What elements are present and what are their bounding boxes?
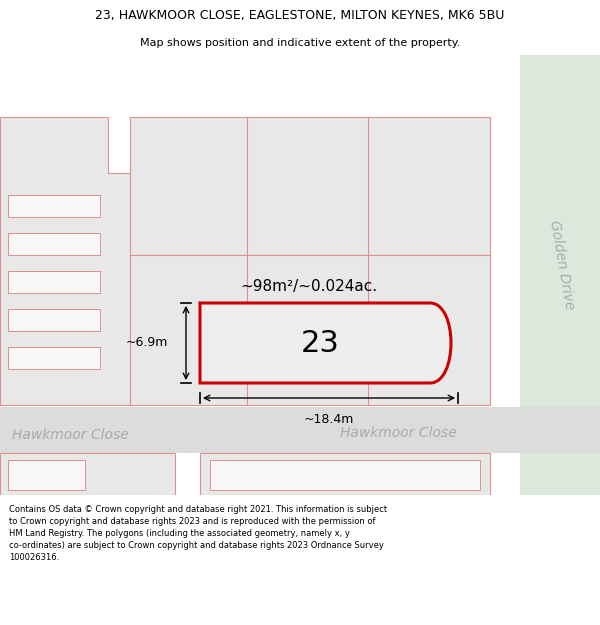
Polygon shape bbox=[0, 407, 600, 453]
Polygon shape bbox=[0, 55, 600, 495]
Polygon shape bbox=[8, 195, 100, 217]
Polygon shape bbox=[8, 347, 100, 369]
Polygon shape bbox=[0, 453, 175, 495]
Polygon shape bbox=[0, 117, 130, 405]
Polygon shape bbox=[8, 271, 100, 293]
Polygon shape bbox=[200, 453, 490, 495]
Polygon shape bbox=[520, 55, 600, 495]
Text: Hawkmoor Close: Hawkmoor Close bbox=[340, 426, 457, 440]
Text: Map shows position and indicative extent of the property.: Map shows position and indicative extent… bbox=[140, 38, 460, 48]
Text: Golden Drive: Golden Drive bbox=[547, 219, 577, 311]
Polygon shape bbox=[130, 255, 490, 405]
Text: 23, HAWKMOOR CLOSE, EAGLESTONE, MILTON KEYNES, MK6 5BU: 23, HAWKMOOR CLOSE, EAGLESTONE, MILTON K… bbox=[95, 9, 505, 22]
Text: ~6.9m: ~6.9m bbox=[125, 336, 168, 349]
Polygon shape bbox=[8, 309, 100, 331]
Text: ~98m²/~0.024ac.: ~98m²/~0.024ac. bbox=[240, 279, 377, 294]
Polygon shape bbox=[130, 117, 490, 255]
Polygon shape bbox=[8, 233, 100, 255]
Polygon shape bbox=[210, 460, 480, 490]
Text: ~18.4m: ~18.4m bbox=[304, 413, 354, 426]
Text: 23: 23 bbox=[301, 329, 340, 357]
Text: Hawkmoor Close: Hawkmoor Close bbox=[12, 428, 129, 442]
PathPatch shape bbox=[200, 303, 451, 383]
Polygon shape bbox=[8, 460, 85, 490]
Text: Contains OS data © Crown copyright and database right 2021. This information is : Contains OS data © Crown copyright and d… bbox=[9, 506, 387, 562]
